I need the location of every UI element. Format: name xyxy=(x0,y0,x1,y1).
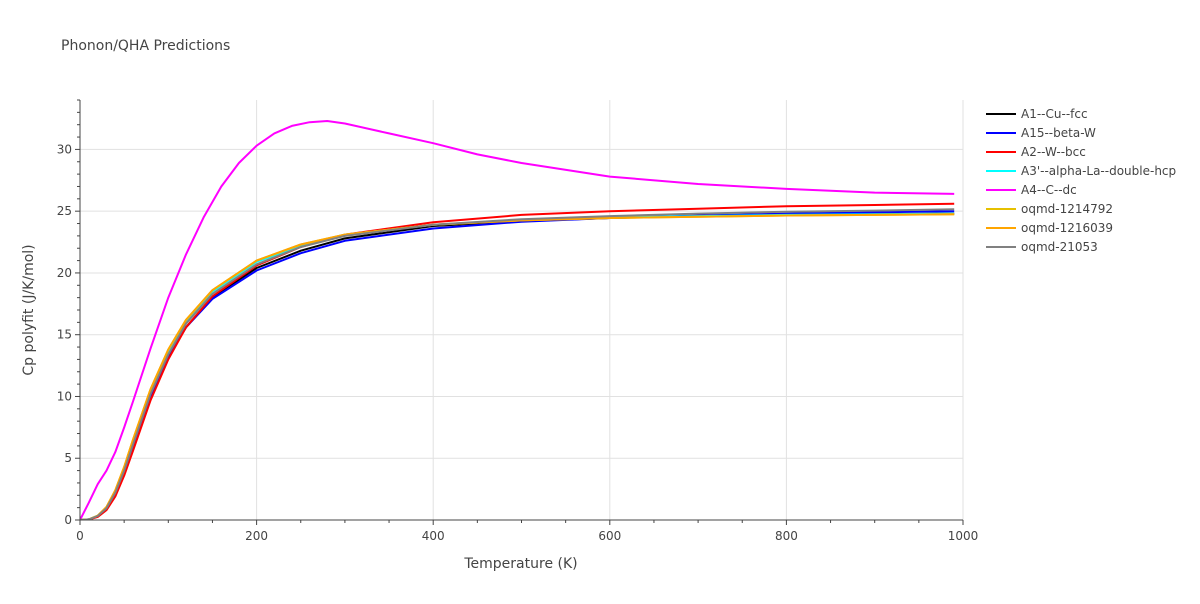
legend-label: A15--beta-W xyxy=(1021,126,1096,140)
y-tick-label: 15 xyxy=(57,328,72,342)
series-line-4 xyxy=(80,120,955,520)
legend-label: oqmd-1216039 xyxy=(1021,221,1113,235)
legend-item: A1--Cu--fcc xyxy=(986,107,1088,121)
series-line-2 xyxy=(80,202,955,520)
series-line-0 xyxy=(80,212,955,520)
legend-item: A15--beta-W xyxy=(986,126,1096,140)
series-line-1 xyxy=(80,210,955,520)
legend-label: oqmd-1214792 xyxy=(1021,202,1113,216)
legend-label: A3'--alpha-La--double-hcp xyxy=(1021,164,1176,178)
series-line-5 xyxy=(80,213,955,520)
y-tick-label: 0 xyxy=(64,513,72,527)
legend-label: A1--Cu--fcc xyxy=(1021,107,1088,121)
axes: 0 200 400 600 800 1000 0 5 10 15 20 25 30 xyxy=(57,99,979,543)
y-axis-title: Cp polyfit (J/K/mol) xyxy=(21,244,37,375)
x-tick-label: 200 xyxy=(245,529,268,543)
series-lines xyxy=(80,120,955,520)
x-tick-label: 400 xyxy=(422,529,445,543)
chart-title: Phonon/QHA Predictions xyxy=(61,38,230,54)
x-axis-title: Temperature (K) xyxy=(463,556,577,572)
legend-label: oqmd-21053 xyxy=(1021,240,1098,254)
y-tick-label: 30 xyxy=(57,142,72,156)
legend-item: oqmd-1216039 xyxy=(986,221,1113,235)
legend-item: A2--W--bcc xyxy=(986,145,1086,159)
x-tick-label: 800 xyxy=(775,529,798,543)
legend-item: A4--C--dc xyxy=(986,183,1077,197)
legend: A1--Cu--fcc A15--beta-W A2--W--bcc A3'--alp… xyxy=(986,107,1176,254)
legend-item: oqmd-1214792 xyxy=(986,202,1113,216)
legend-label: A2--W--bcc xyxy=(1021,145,1086,159)
legend-item: oqmd-21053 xyxy=(986,240,1098,254)
x-tick-label: 0 xyxy=(76,529,84,543)
y-tick-label: 10 xyxy=(57,389,72,403)
legend-label: A4--C--dc xyxy=(1021,183,1077,197)
y-tick-label: 20 xyxy=(57,266,72,280)
y-tick-label: 5 xyxy=(64,451,72,465)
legend-item: A3'--alpha-La--double-hcp xyxy=(986,164,1176,178)
series-line-3 xyxy=(80,212,955,520)
series-line-7 xyxy=(80,208,955,520)
x-tick-label: 600 xyxy=(598,529,621,543)
series-line-6 xyxy=(80,213,955,520)
x-tick-label: 1000 xyxy=(948,529,979,543)
y-tick-label: 25 xyxy=(57,204,72,218)
